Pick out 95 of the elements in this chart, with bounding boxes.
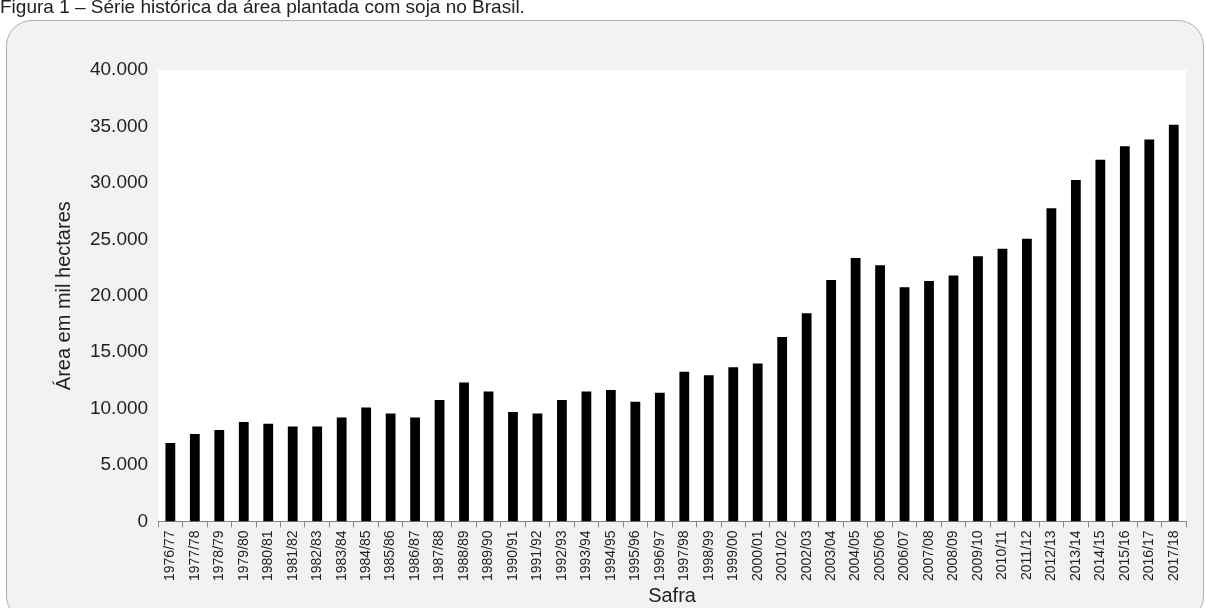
bar (312, 426, 323, 522)
x-tick-label: 2012/13 (1042, 530, 1059, 581)
bar (654, 392, 665, 522)
x-tick-label: 1991/92 (528, 530, 545, 581)
bar (728, 367, 739, 522)
x-tick-label: 2015/16 (1115, 530, 1132, 581)
x-tick-label: 1998/99 (699, 530, 716, 581)
bar (1070, 180, 1081, 522)
x-tick-label: 1994/95 (601, 530, 618, 581)
x-tick-label: 1992/93 (552, 530, 569, 581)
bar (263, 423, 274, 522)
x-tick-label: 1988/89 (454, 530, 471, 581)
x-tick-label: 1977/78 (185, 530, 202, 581)
bar (826, 279, 837, 522)
bar (801, 313, 812, 522)
bar (410, 417, 420, 522)
x-tick-label: 1993/94 (577, 530, 594, 581)
x-tick-label: 1979/80 (234, 530, 251, 581)
x-tick-label: 2008/09 (944, 530, 961, 581)
bar (1046, 208, 1057, 522)
x-tick-label: 1980/81 (259, 530, 276, 581)
x-tick-label: 2017/18 (1164, 530, 1181, 581)
bar (557, 400, 567, 522)
x-tick-label: 2016/17 (1140, 530, 1157, 581)
bar (1119, 146, 1130, 522)
x-tick-label: 1976/77 (161, 530, 178, 581)
bar (336, 417, 347, 522)
y-tick-label: 35.000 (89, 114, 149, 136)
x-tick-label: 2007/08 (919, 530, 936, 581)
bar (385, 413, 396, 522)
bar (434, 400, 445, 522)
bar (1168, 124, 1179, 522)
y-tick-label: 10.000 (89, 396, 149, 418)
bar (605, 389, 616, 522)
bar (287, 426, 298, 522)
bar (924, 281, 934, 522)
x-tick-label: 1999/00 (724, 530, 741, 581)
bar (777, 336, 788, 522)
x-tick-label: 2003/04 (821, 530, 838, 581)
x-tick-label: 2013/14 (1066, 530, 1083, 581)
bar (1144, 139, 1155, 522)
y-tick-label: 40.000 (89, 58, 149, 80)
bar (752, 363, 763, 522)
y-tick-label: 15.000 (89, 340, 149, 362)
y-tick-label: 25.000 (89, 227, 149, 249)
x-tick-label: 1986/87 (405, 530, 422, 581)
x-tick-label: 1995/96 (626, 530, 643, 581)
x-tick-label: 1983/84 (332, 530, 349, 581)
x-tick-label: 2010/11 (993, 530, 1010, 580)
y-axis-title: Área em mil hectares (51, 201, 74, 391)
bar (899, 287, 910, 522)
y-tick-label: 20.000 (89, 283, 149, 305)
bar (948, 275, 959, 522)
bar (581, 391, 592, 522)
x-tick-label: 1987/88 (430, 530, 447, 581)
bar (238, 422, 249, 522)
x-tick-label: 2011/12 (1017, 530, 1034, 580)
bar (508, 411, 518, 522)
bar (973, 256, 983, 522)
bar (483, 391, 494, 522)
x-tick-label: 1997/98 (675, 530, 692, 581)
y-tick-label: 5.000 (100, 453, 149, 475)
x-tick-label: 2004/05 (846, 530, 863, 581)
bar (532, 413, 543, 522)
x-tick-label: 1981/82 (283, 530, 300, 581)
bar (997, 248, 1008, 522)
bar (679, 371, 690, 522)
bar (630, 401, 641, 522)
x-tick-label: 1990/91 (503, 530, 520, 581)
bar (850, 257, 861, 522)
x-tick-label: 2009/10 (968, 530, 985, 581)
bar (1022, 238, 1032, 522)
x-tick-label: 1996/97 (650, 530, 667, 581)
bar (214, 429, 225, 522)
x-tick-label: 2000/01 (748, 530, 765, 581)
x-tick-label: 1978/79 (210, 530, 227, 581)
bar (703, 375, 714, 522)
x-tick-label: 2005/06 (870, 530, 887, 581)
x-tick-label: 2002/03 (797, 530, 814, 581)
x-tick-label: 1984/85 (357, 530, 373, 581)
x-tick-label: 2001/02 (773, 530, 790, 581)
bar (165, 442, 176, 522)
bar (361, 407, 372, 522)
bar (189, 433, 200, 522)
bar (459, 382, 469, 522)
x-tick-label: 2014/15 (1091, 530, 1108, 581)
x-tick-label: 1985/86 (381, 530, 398, 581)
x-tick-label: 2006/07 (895, 530, 912, 581)
y-tick-label: 0 (137, 509, 149, 531)
x-axis-title: Safra (648, 583, 697, 606)
bar (875, 265, 885, 522)
bar (1095, 159, 1106, 522)
x-tick-label: 1982/83 (308, 530, 325, 581)
y-tick-label: 30.000 (89, 171, 149, 193)
x-tick-label: 1989/90 (479, 530, 496, 581)
